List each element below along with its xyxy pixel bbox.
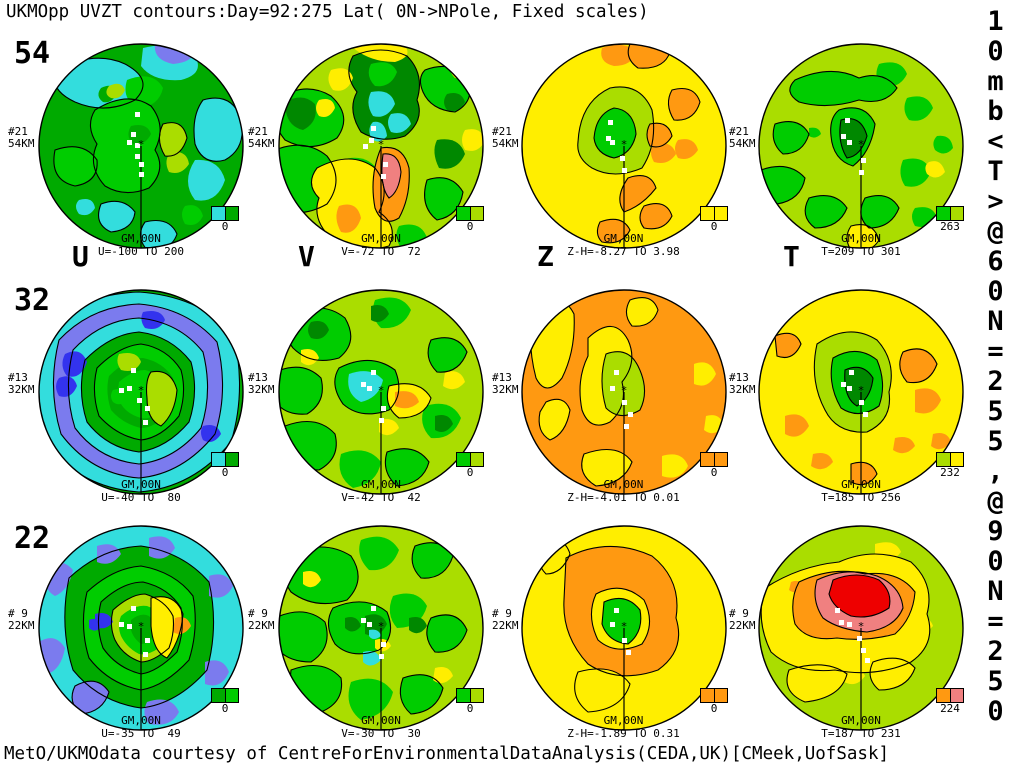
panel-caption-v-32km: GM,00N V=-42 TO 42 [341,478,421,504]
legend-value: 0 [710,220,718,233]
legend-t-54km: 263 [936,206,965,233]
panel-t-54km[interactable]: * [755,40,967,252]
panel-v-22km[interactable]: * [275,522,487,734]
svg-text:*: * [378,384,385,397]
legend-v-54km: 0 [456,206,485,233]
panel-caption-v-22km: GM,00N V=-30 TO 30 [341,714,421,740]
legend-value: 0 [221,702,229,715]
panel-tag-t-54km: #21 54KM [729,125,756,150]
legend-u-32km: 0 [211,452,240,479]
legend-u-22km: 0 [211,688,240,715]
panel-tag-v-32km: #13 32KM [248,371,275,396]
row-label-22: 22 [14,521,51,556]
svg-text:*: * [858,620,865,633]
svg-text:*: * [138,384,145,397]
legend-v-32km: 0 [456,452,485,479]
svg-text:*: * [138,620,145,633]
panel-v-32km[interactable]: * [275,286,487,498]
svg-text:*: * [621,620,628,633]
row-label-32: 32 [14,283,51,318]
column-label-u: U [72,240,89,273]
panel-z-22km[interactable]: * [518,522,730,734]
panel-tag-z-54km: #21 54KM [492,125,519,150]
panel-caption-z-54km: GM,00N Z-H=-8.27 TO 3.98 [567,232,680,258]
panel-caption-t-32km: GM,00N T=185 TO 256 [821,478,901,504]
panel-caption-z-32km: GM,00N Z-H=-4.01 TO 0.01 [567,478,680,504]
svg-text:*: * [858,384,865,397]
legend-z-32km: 0 [700,452,729,479]
legend-value: 0 [221,466,229,479]
panel-tag-u-54km: #21 54KM [8,125,35,150]
legend-z-54km: 0 [700,206,729,233]
legend-value: 232 [940,466,960,479]
column-label-z: Z [537,240,554,273]
panel-caption-t-54km: GM,00N T=209 TO 301 [821,232,901,258]
svg-text:*: * [621,384,628,397]
svg-text:*: * [858,138,865,151]
panel-t-22km[interactable]: * [755,522,967,734]
page-title: UKMOpp UVZT contours:Day=92:275 Lat( 0N-… [6,2,649,22]
svg-text:*: * [138,138,145,151]
legend-value: 224 [940,702,960,715]
panel-v-54km[interactable]: * [275,40,487,252]
svg-text:*: * [378,620,385,633]
legend-value: 0 [466,220,474,233]
column-label-v: V [298,240,315,273]
panel-u-54km[interactable]: * [35,40,247,252]
legend-value: 263 [940,220,960,233]
legend-z-22km: 0 [700,688,729,715]
svg-text:*: * [378,138,385,151]
right-axis-label: 10mb<T>@60N=255,@90N=250 [980,6,1011,726]
panel-z-54km[interactable]: * [518,40,730,252]
panel-u-32km[interactable]: * [35,286,247,498]
legend-t-22km: 224 [936,688,965,715]
panel-tag-t-32km: #13 32KM [729,371,756,396]
panel-tag-z-32km: #13 32KM [492,371,519,396]
panel-t-32km[interactable]: * [755,286,967,498]
panel-caption-u-32km: GM,00N U=-40 TO 80 [101,478,181,504]
legend-value: 0 [466,702,474,715]
panel-u-22km[interactable]: * [35,522,247,734]
panel-tag-v-22km: # 9 22KM [248,607,275,632]
column-label-t: T [783,240,800,273]
legend-v-22km: 0 [456,688,485,715]
panel-tag-v-54km: #21 54KM [248,125,275,150]
legend-value: 0 [710,702,718,715]
legend-value: 0 [466,466,474,479]
legend-t-32km: 232 [936,452,965,479]
figure-credit: MetO/UKMOdata courtesy of CentreForEnvir… [4,744,890,764]
legend-u-54km: 0 [211,206,240,233]
panel-caption-v-54km: GM,00N V=-72 TO 72 [341,232,421,258]
row-label-54: 54 [14,36,51,71]
legend-value: 0 [710,466,718,479]
panel-tag-u-22km: # 9 22KM [8,607,35,632]
legend-value: 0 [221,220,229,233]
svg-text:*: * [621,138,628,151]
panel-caption-z-22km: GM,00N Z-H=-1.89 TO 0.31 [567,714,680,740]
panel-tag-t-22km: # 9 22KM [729,607,756,632]
panel-caption-u-22km: GM,00N U=-35 TO 49 [101,714,181,740]
panel-caption-u-54km: GM,00N U=-100 TO 200 [97,232,185,258]
panel-tag-z-22km: # 9 22KM [492,607,519,632]
panel-caption-t-22km: GM,00N T=187 TO 231 [821,714,901,740]
panel-z-32km[interactable]: * [518,286,730,498]
panel-tag-u-32km: #13 32KM [8,371,35,396]
